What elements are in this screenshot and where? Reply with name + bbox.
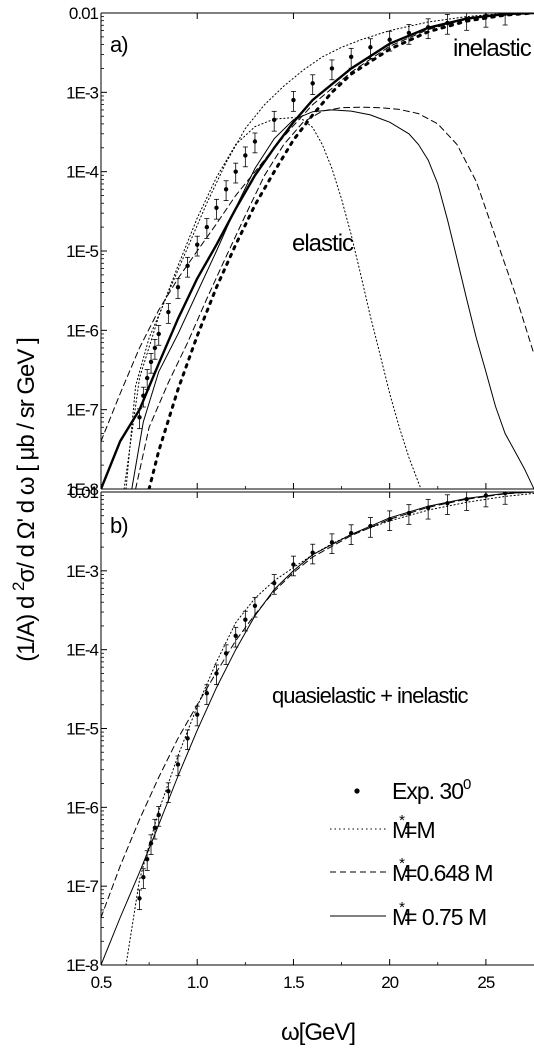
data-point-a xyxy=(166,309,171,315)
legend-label-m3: M*= 0.75 M xyxy=(392,899,486,930)
x-tick-label: 20 xyxy=(381,973,398,992)
data-point-b xyxy=(233,633,238,638)
y-tick-label-b: 1E-3 xyxy=(66,562,98,581)
data-point-b xyxy=(243,617,248,622)
series-line-a-1 xyxy=(125,13,534,489)
data-point-a xyxy=(310,81,315,86)
data-point-a xyxy=(148,359,154,365)
y-tick-label-a: 0.01 xyxy=(69,4,99,23)
y-tick-label-a: 1E-3 xyxy=(66,83,98,102)
series-line-a-4 xyxy=(147,13,534,489)
data-point-a xyxy=(387,37,392,42)
y-tick-label-b: 1E-4 xyxy=(66,641,98,660)
data-point-b xyxy=(214,671,219,676)
y-tick-label-a: 1E-6 xyxy=(66,321,98,340)
data-point-b xyxy=(137,896,142,901)
data-point-a xyxy=(348,54,354,60)
series-line-a-3 xyxy=(101,13,534,489)
data-point-a xyxy=(329,66,335,71)
data-point-b xyxy=(141,874,146,880)
series-line-b-1 xyxy=(125,492,534,965)
series-line-a-5 xyxy=(123,117,422,489)
data-point-a xyxy=(243,153,248,158)
y-axis-label: (1/A) d 2σ/ d Ω' d ω [ μb / sr GeV ] xyxy=(9,338,40,661)
legend: Exp. 300 M*=M M*=0.648 M M*= 0.75 M xyxy=(330,776,494,930)
data-point-a xyxy=(144,375,150,381)
y-tick-label-b: 1E-6 xyxy=(66,798,98,817)
data-point-a xyxy=(291,97,296,103)
data-point-b xyxy=(195,712,200,717)
data-point-b xyxy=(144,856,150,862)
legend-label-m2: M*=0.648 M xyxy=(392,855,493,886)
plot-area-b xyxy=(101,492,534,965)
data-point-a xyxy=(272,117,277,123)
y-tick-label-a: 1E-4 xyxy=(66,163,98,182)
y-tick-label-a: 1E-7 xyxy=(66,401,98,420)
annotation-quasielastic: quasielastic + inelastic xyxy=(272,683,469,708)
y-tick-label-a: 1E-8 xyxy=(66,480,98,499)
x-axis-label: ω[GeV] xyxy=(281,1019,355,1046)
y-tick-label-b: 1E-8 xyxy=(66,956,98,975)
data-point-b xyxy=(252,603,258,609)
y-tick-label-b: 0.01 xyxy=(69,483,99,502)
data-point-a xyxy=(156,331,161,337)
data-point-a xyxy=(175,284,181,290)
data-point-b xyxy=(272,580,277,586)
data-point-a xyxy=(214,205,219,211)
x-tick-label: 25 xyxy=(477,973,494,992)
x-tick-label: 1.5 xyxy=(283,973,304,992)
legend-label-exp: Exp. 300 xyxy=(392,776,471,804)
data-point-a xyxy=(204,224,210,230)
legend-marker-exp xyxy=(354,788,360,794)
series-line-a-6 xyxy=(135,106,534,489)
annotation-inelastic: inelastic xyxy=(453,35,532,62)
panel-a: 0.01 1E-3 1E-4 1E-5 1E-6 1E-7 1E-8 xyxy=(66,4,534,499)
y-tick-label-b: 1E-7 xyxy=(66,877,98,896)
data-point-a xyxy=(233,169,238,174)
data-point-b xyxy=(175,762,181,767)
series-line-b-3 xyxy=(101,492,534,965)
data-point-a xyxy=(223,187,229,192)
panel-b-label: b) xyxy=(110,513,128,538)
annotation-elastic: elastic xyxy=(292,230,354,257)
panel-a-label: a) xyxy=(110,32,128,57)
plot-area-a xyxy=(101,13,534,489)
series-line-a-7 xyxy=(131,109,534,489)
y-tick-label-b: 1E-5 xyxy=(66,720,98,739)
data-point-a xyxy=(152,345,158,351)
x-tick-label: 0.5 xyxy=(91,973,112,992)
data-point-a xyxy=(368,45,373,50)
data-point-a xyxy=(137,415,142,420)
data-point-b xyxy=(204,691,210,696)
series-line-a-2 xyxy=(101,13,534,442)
y-tick-label-a: 1E-5 xyxy=(66,242,98,261)
data-point-b xyxy=(166,789,171,794)
data-point-b xyxy=(185,736,190,741)
data-point-a xyxy=(195,242,200,247)
x-tick-label: 1.0 xyxy=(187,973,208,992)
legend-label-m1: M*=M xyxy=(392,812,435,843)
data-point-a xyxy=(252,139,258,144)
data-point-b xyxy=(291,562,296,567)
